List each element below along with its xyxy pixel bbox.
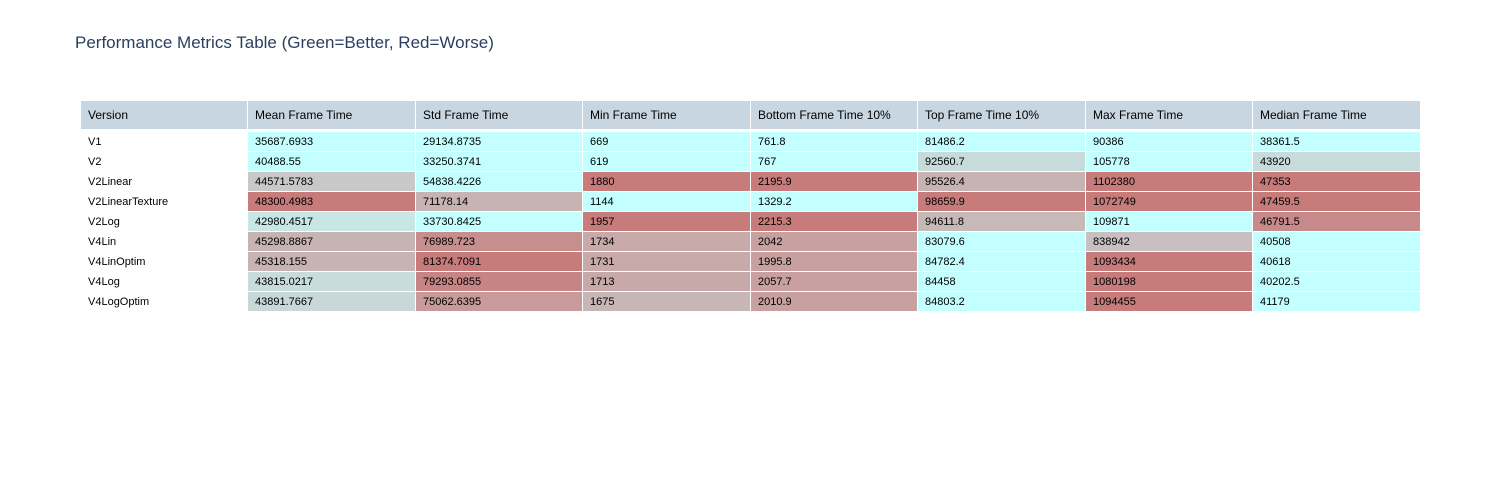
table-row: V2LinearTexture 48300.4983 71178.14 1144 132… [80, 191, 1421, 212]
metric-cell: 79293.0855 [415, 271, 583, 292]
version-cell: V4Lin [80, 231, 248, 252]
metric-cell: 43920 [1252, 151, 1421, 172]
metric-cell: 38361.5 [1252, 131, 1421, 152]
metric-cell: 71178.14 [415, 191, 583, 212]
version-cell: V2Linear [80, 171, 248, 192]
metric-cell: 40202.5 [1252, 271, 1421, 292]
metric-cell: 1080198 [1085, 271, 1253, 292]
table-row: V2 40488.55 33250.3741 619 767 92560.7 105778 4… [80, 151, 1421, 172]
header-row: Version Mean Frame Time Std Frame Time M… [80, 100, 1421, 130]
column-header: Version [80, 100, 248, 130]
column-header: Min Frame Time [582, 100, 751, 130]
metric-cell: 1734 [582, 231, 751, 252]
column-header: Median Frame Time [1252, 100, 1421, 130]
metric-cell: 43815.0217 [247, 271, 416, 292]
metric-cell: 2195.9 [750, 171, 918, 192]
metric-cell: 2215.3 [750, 211, 918, 232]
metric-cell: 2010.9 [750, 291, 918, 312]
metric-cell: 109871 [1085, 211, 1253, 232]
column-header: Max Frame Time [1085, 100, 1253, 130]
metric-cell: 1880 [582, 171, 751, 192]
metric-cell: 48300.4983 [247, 191, 416, 212]
metric-cell: 1713 [582, 271, 751, 292]
metric-cell: 33250.3741 [415, 151, 583, 172]
column-header: Top Frame Time 10% [917, 100, 1086, 130]
metric-cell: 83079.6 [917, 231, 1086, 252]
metric-cell: 43891.7667 [247, 291, 416, 312]
metric-cell: 35687.6933 [247, 131, 416, 152]
version-cell: V4LogOptim [80, 291, 248, 312]
metric-cell: 46791.5 [1252, 211, 1421, 232]
metric-cell: 84803.2 [917, 291, 1086, 312]
metric-cell: 75062.6395 [415, 291, 583, 312]
metric-cell: 105778 [1085, 151, 1253, 172]
metric-cell: 838942 [1085, 231, 1253, 252]
version-cell: V4LinOptim [80, 251, 248, 272]
metric-cell: 1144 [582, 191, 751, 212]
metric-cell: 41179 [1252, 291, 1421, 312]
metric-cell: 1093434 [1085, 251, 1253, 272]
metric-cell: 1957 [582, 211, 751, 232]
metric-cell: 1731 [582, 251, 751, 272]
metric-cell: 90386 [1085, 131, 1253, 152]
metric-cell: 33730.8425 [415, 211, 583, 232]
metric-cell: 84458 [917, 271, 1086, 292]
table-row: V4Log 43815.0217 79293.0855 1713 2057.7 84458… [80, 271, 1421, 292]
metric-cell: 2042 [750, 231, 918, 252]
table-row: V2Linear 44571.5783 54838.4226 1880 2195.9 95… [80, 171, 1421, 192]
table-row: V4Lin 45298.8867 76989.723 1734 2042 83079.6 8… [80, 231, 1421, 252]
metric-cell: 619 [582, 151, 751, 172]
version-cell: V2LinearTexture [80, 191, 248, 212]
metric-cell: 761.8 [750, 131, 918, 152]
metric-cell: 1102380 [1085, 171, 1253, 192]
metric-cell: 2057.7 [750, 271, 918, 292]
metric-cell: 94611.8 [917, 211, 1086, 232]
metric-cell: 40488.55 [247, 151, 416, 172]
metric-cell: 40508 [1252, 231, 1421, 252]
version-cell: V4Log [80, 271, 248, 292]
metric-cell: 44571.5783 [247, 171, 416, 192]
metric-cell: 95526.4 [917, 171, 1086, 192]
performance-metrics-table: Version Mean Frame Time Std Frame Time M… [80, 100, 1421, 312]
metric-cell: 1329.2 [750, 191, 918, 212]
table-row: V2Log 42980.4517 33730.8425 1957 2215.3 94611… [80, 211, 1421, 232]
metric-cell: 54838.4226 [415, 171, 583, 192]
metric-cell: 45318.155 [247, 251, 416, 272]
metric-cell: 81374.7091 [415, 251, 583, 272]
metric-cell: 1675 [582, 291, 751, 312]
metric-cell: 669 [582, 131, 751, 152]
metric-cell: 1995.8 [750, 251, 918, 272]
metric-cell: 98659.9 [917, 191, 1086, 212]
version-cell: V2Log [80, 211, 248, 232]
metric-cell: 84782.4 [917, 251, 1086, 272]
metric-cell: 45298.8867 [247, 231, 416, 252]
chart-title: Performance Metrics Table (Green=Better,… [75, 33, 494, 52]
metric-cell: 76989.723 [415, 231, 583, 252]
table-row: V4LinOptim 45318.155 81374.7091 1731 1995.8 8… [80, 251, 1421, 272]
version-cell: V1 [80, 131, 248, 152]
column-header: Mean Frame Time [247, 100, 416, 130]
metric-cell: 47459.5 [1252, 191, 1421, 212]
table-row: V4LogOptim 43891.7667 75062.6395 1675 2010.9… [80, 291, 1421, 312]
metric-cell: 1094455 [1085, 291, 1253, 312]
table-body: V1 35687.6933 29134.8735 669 761.8 81486.2 903… [80, 129, 1421, 312]
metric-cell: 81486.2 [917, 131, 1086, 152]
metric-cell: 42980.4517 [247, 211, 416, 232]
metric-cell: 767 [750, 151, 918, 172]
metric-cell: 29134.8735 [415, 131, 583, 152]
metric-cell: 1072749 [1085, 191, 1253, 212]
version-cell: V2 [80, 151, 248, 172]
metric-cell: 40618 [1252, 251, 1421, 272]
table-row: V1 35687.6933 29134.8735 669 761.8 81486.2 903… [80, 131, 1421, 152]
metric-cell: 47353 [1252, 171, 1421, 192]
column-header: Bottom Frame Time 10% [750, 100, 918, 130]
column-header: Std Frame Time [415, 100, 583, 130]
metric-cell: 92560.7 [917, 151, 1086, 172]
